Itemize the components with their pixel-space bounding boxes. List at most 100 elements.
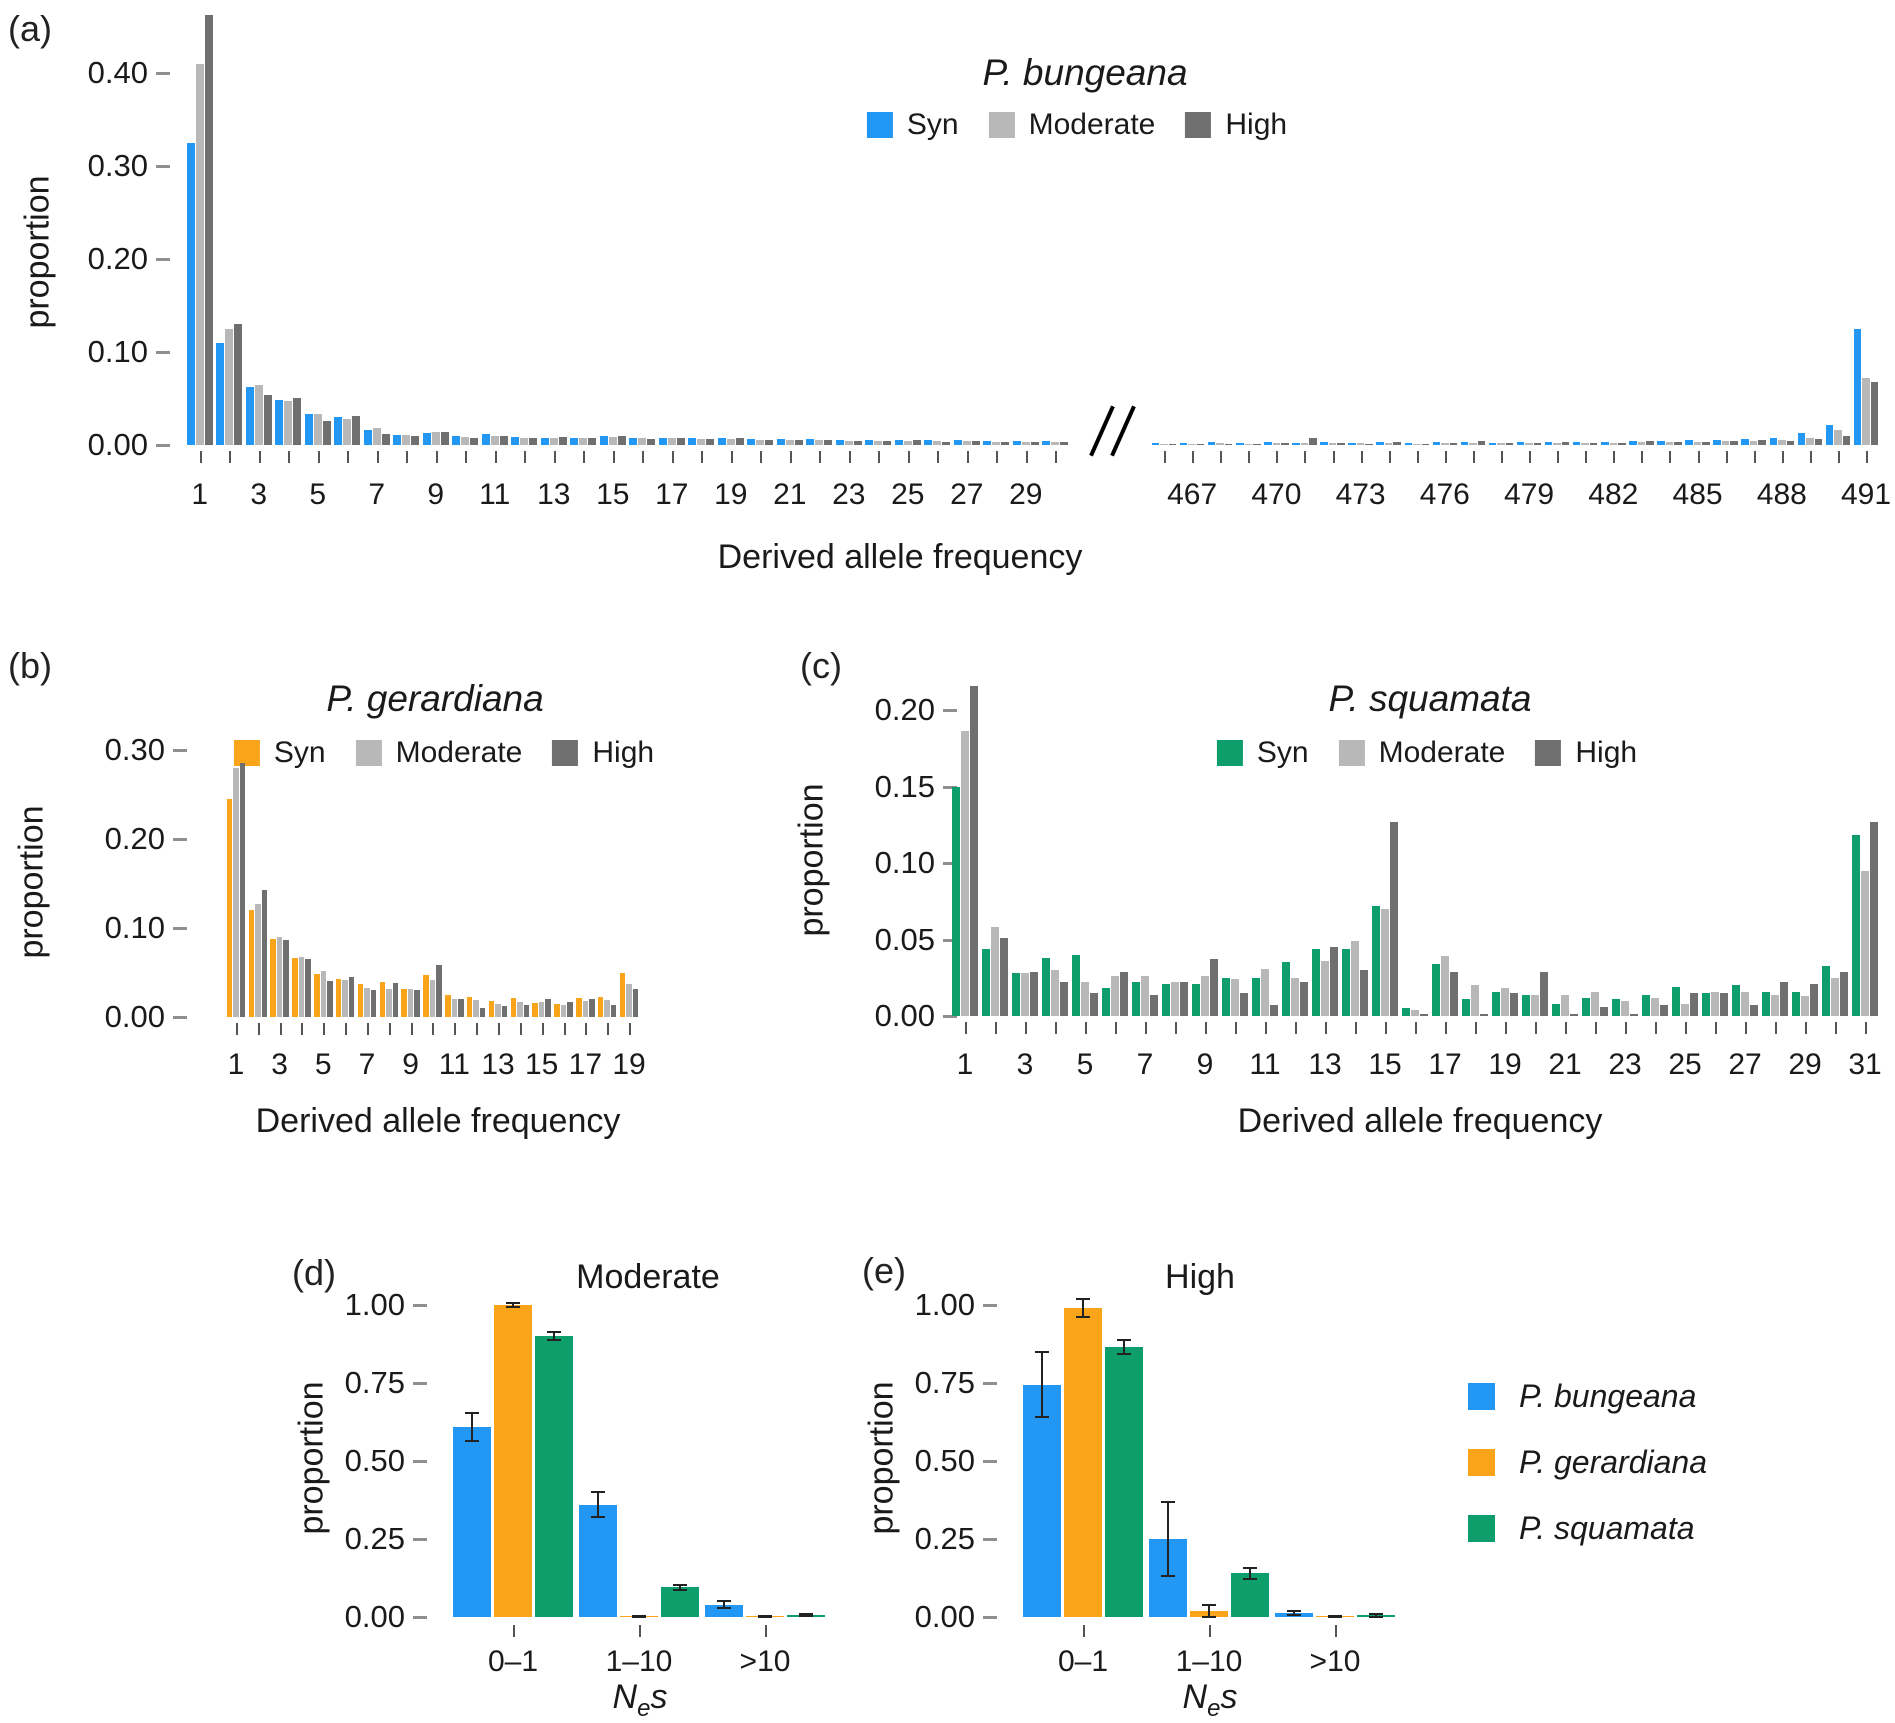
panel-e-xtick-label: 1–10: [1175, 1645, 1243, 1678]
panel-a-xtick-label: 1: [191, 478, 209, 511]
legend-swatch-syn: [1216, 740, 1243, 766]
bar-moderate-x17: [1441, 956, 1449, 1016]
panel-a-xtick: [347, 451, 350, 463]
error-cap-top: [673, 1583, 687, 1586]
panel-a-xtick: [1613, 451, 1616, 463]
panel-b-xtick-label: 5: [314, 1048, 332, 1081]
panel-a-xtick: [553, 451, 556, 463]
bar-syn-x21: [1552, 1003, 1560, 1016]
bar-high-x29: [1810, 983, 1818, 1016]
bar-syn-x1: [952, 786, 960, 1016]
panel-d-xtick: [639, 1625, 641, 1637]
bar-high-x22: [824, 440, 833, 445]
panel-b-ytick-label: 0.00: [104, 999, 165, 1034]
panel-a-xtick-label: 485: [1672, 478, 1723, 511]
panel-b-xtick: [629, 1023, 632, 1035]
panel-d-ytick-mark: [413, 1460, 427, 1463]
legend-label-moderate: Moderate: [1378, 736, 1506, 769]
bar-syn-x16: [1402, 1008, 1410, 1016]
bar-syn-x15: [532, 1002, 538, 1017]
bar-high-x16: [1420, 1014, 1428, 1016]
panel-c-xaxis-title: Derived allele frequency: [1237, 1102, 1603, 1140]
bar-syn-x466: [1151, 443, 1160, 445]
bar-high-x477: [1477, 441, 1486, 445]
panel-d-ytick-mark: [413, 1382, 427, 1385]
panel-c-ytick-label: 0.05: [874, 921, 935, 957]
bar-high-x5: [322, 420, 331, 445]
panel-a-xtick: [612, 451, 615, 463]
bar-syn-x5: [314, 974, 320, 1017]
panel-b-xtick: [410, 1023, 413, 1035]
bar-moderate-x23: [844, 441, 853, 445]
species-label-p-gerardiana: P. gerardiana: [1519, 1444, 1707, 1480]
bar-moderate-x488: [1778, 440, 1786, 445]
bar-syn-x469: [1236, 443, 1244, 445]
bar-moderate-x28: [992, 442, 1001, 445]
panel-b-xtick: [432, 1023, 435, 1035]
bar-p-bungeana-x>10: [705, 1604, 743, 1617]
error-bar-p-squamata: [679, 1584, 681, 1590]
panel-a-xtick: [789, 451, 792, 463]
bar-high-x31: [1870, 821, 1878, 1016]
bar-syn-x1: [226, 798, 233, 1017]
bar-high-x485: [1702, 442, 1710, 445]
bar-moderate-x18: [604, 1000, 610, 1017]
bar-high-x18: [706, 439, 715, 445]
panel-d-xaxis-title: Nes: [613, 1678, 668, 1723]
bar-high-x20: [1540, 971, 1548, 1016]
bar-high-x12: [529, 437, 538, 445]
error-bar-p-squamata: [1249, 1567, 1251, 1579]
bar-syn-x7: [363, 430, 372, 445]
bar-moderate-x471: [1300, 443, 1309, 445]
panel-a-xtick-label: 476: [1419, 478, 1470, 511]
panel-d-ytick-label: 1.00: [344, 1287, 405, 1322]
bar-high-x30: [1840, 971, 1848, 1016]
bar-high-x11: [499, 435, 508, 445]
error-cap-top: [465, 1411, 479, 1414]
panel-c-xtick-label: 13: [1308, 1048, 1342, 1081]
panel-a-xtick-label: 467: [1167, 478, 1218, 511]
panel-a-xtick: [1304, 451, 1307, 463]
bar-moderate-x29: [1021, 442, 1030, 445]
panel-c-xtick-label: 23: [1608, 1048, 1642, 1081]
bar-high-x27: [1750, 1005, 1758, 1016]
panel-c-ytick-label: 0.00: [874, 998, 935, 1033]
panel-a-xtick: [1360, 451, 1363, 463]
bar-high-x10: [470, 438, 479, 445]
species-swatch-p-bungeana: [1468, 1383, 1495, 1410]
bar-moderate-x3: [276, 936, 283, 1017]
panel-a-title: P. bungeana: [982, 52, 1188, 93]
bar-moderate-x487: [1749, 441, 1758, 445]
bar-high-x484: [1674, 442, 1682, 445]
panel-a-xtick-label: 479: [1504, 478, 1555, 511]
bar-high-x6: [348, 976, 355, 1017]
panel-a-xtick: [1866, 451, 1869, 463]
panel-a-xtick-label: 25: [891, 478, 925, 511]
bar-moderate-x2: [255, 903, 261, 1017]
panel-e-xaxis-title: Nes: [1183, 1678, 1238, 1723]
bar-high-x7: [370, 990, 377, 1017]
bar-high-x490: [1842, 435, 1851, 445]
bar-moderate-x19: [626, 984, 632, 1017]
panel-b-xtick: [279, 1023, 282, 1035]
error-cap-top: [1369, 1612, 1383, 1615]
panel-c-xtick-label: 7: [1136, 1048, 1154, 1081]
bar-syn-x30: [1822, 965, 1830, 1016]
bar-high-x2: [1000, 937, 1008, 1016]
bar-moderate-x473: [1356, 443, 1365, 445]
panel-e-ytick-mark: [983, 1382, 997, 1385]
panel-e-ytick-label: 0.00: [914, 1599, 975, 1634]
bar-high-x472: [1337, 443, 1345, 445]
panel-a-xtick: [671, 451, 674, 463]
panel-a-xtick: [1055, 451, 1058, 463]
bar-high-x2: [261, 889, 267, 1017]
bar-syn-x467: [1179, 443, 1188, 445]
panel-a-xtick: [701, 451, 704, 463]
axis-break-slash: [1110, 405, 1136, 457]
error-cap-top: [717, 1599, 731, 1602]
bar-syn-x12: [511, 436, 520, 445]
bar-moderate-x12: [473, 1000, 479, 1017]
error-cap-bottom: [591, 1516, 605, 1519]
bar-p-gerardiana-x01: [494, 1305, 532, 1617]
panel-e-ytick-label: 0.25: [914, 1521, 975, 1556]
